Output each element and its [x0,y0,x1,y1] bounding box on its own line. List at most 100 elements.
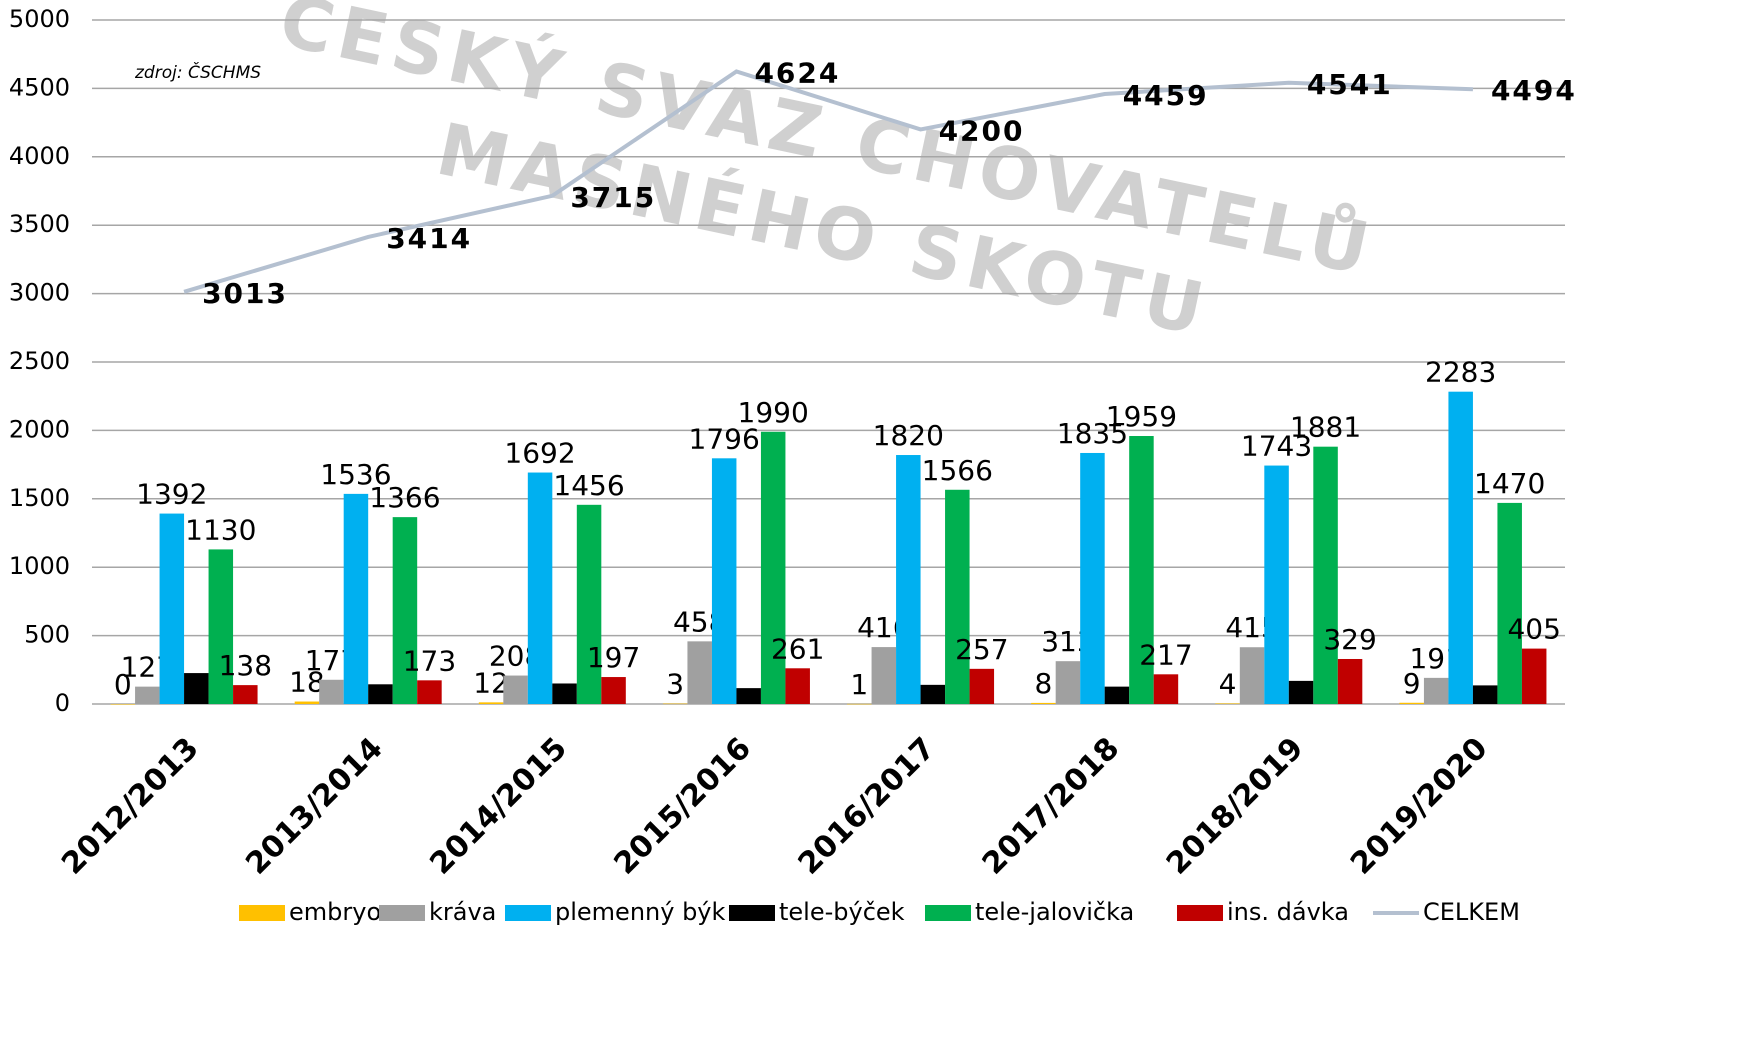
bar [920,684,946,704]
bar [969,668,995,704]
bar [1313,446,1338,704]
data-label: 257 [955,633,1008,666]
y-tick-label: 0 [55,689,70,717]
data-label: 1743 [1241,430,1312,463]
data-label: 1796 [689,422,760,455]
data-label: 1692 [504,437,575,470]
y-tick-label: 4500 [9,73,70,101]
bar [1472,685,1498,704]
y-tick-label: 5000 [9,5,70,33]
line-label: 3013 [202,277,288,310]
bar [1497,502,1522,704]
bar [1080,452,1105,704]
data-label: 4 [1219,667,1237,700]
line-label: 4541 [1307,68,1393,101]
bar [1337,658,1363,704]
legend-swatch [729,905,775,921]
data-label: 405 [1507,613,1560,646]
legend-swatch [505,905,551,921]
data-label: 173 [403,644,456,677]
bar [417,680,442,704]
data-label: 1959 [1106,400,1177,433]
data-label: 1130 [185,513,256,546]
data-label: 0 [114,668,132,701]
bar [1153,674,1179,704]
data-label: 3 [666,668,684,701]
bar [687,641,712,704]
y-tick-label: 500 [24,621,70,649]
data-label: 9 [1403,667,1421,700]
x-tick-label: 2016/2017 [792,731,943,882]
data-label: 1456 [553,469,624,502]
x-tick-label: 2014/2015 [423,731,574,882]
bar [1031,702,1056,704]
bar [847,703,872,705]
legend-label: embryo [289,898,381,926]
y-tick-label: 4000 [9,142,70,170]
y-tick-label: 1500 [9,484,70,512]
legend-swatch [239,905,285,921]
data-label: 1990 [738,396,809,429]
bar [343,493,369,704]
bar [662,703,688,705]
bar [478,702,504,704]
data-label: 1366 [369,481,440,514]
bar [871,647,897,704]
data-label: 1820 [873,419,944,452]
legend-label: CELKEM [1423,898,1520,926]
data-label: 1 [850,668,868,701]
bar [552,683,577,704]
x-tick-label: 2012/2013 [55,731,206,882]
data-label: 18 [289,666,325,699]
bar [601,677,626,704]
line [183,69,1474,294]
legend-label: tele-býček [779,898,905,926]
legend-swatch [925,905,971,921]
bar [1215,703,1240,704]
bar [896,455,921,704]
bar [576,504,602,704]
bar [1104,686,1130,704]
data-label: 1835 [1057,417,1128,450]
data-label: 2283 [1425,356,1496,389]
data-label: 217 [1139,638,1192,671]
y-tick-label: 2000 [9,415,70,443]
data-label: 197 [587,641,640,674]
bar [945,489,970,704]
line-label: 4624 [754,56,840,89]
bar [135,686,160,704]
data-label: 1881 [1290,411,1361,444]
bar [294,701,320,704]
data-label: 12 [473,666,509,699]
bar [785,668,810,704]
legend-label: plemenný býk [555,898,726,926]
bar [1129,436,1154,704]
data-label: 1536 [320,458,391,491]
y-tick-label: 1000 [9,552,70,580]
line-label: 3715 [570,181,656,214]
data-label: 1566 [922,454,993,487]
legend-label: tele-jalovička [975,898,1134,926]
bar [392,517,418,704]
line-label: 4494 [1491,74,1577,107]
data-label: 8 [1035,667,1053,700]
bar [1239,647,1265,704]
x-tick-label: 2015/2016 [608,731,759,882]
x-tick-label: 2018/2019 [1160,731,1311,882]
bar [368,684,393,704]
source-note: zdroj: ČSCHMS [134,61,261,83]
line-label: 4200 [939,114,1025,147]
y-tick-label: 3000 [9,279,70,307]
y-tick-label: 2500 [9,347,70,375]
bar [1448,391,1473,704]
bar [1055,661,1081,704]
bar [1399,702,1424,704]
bar [711,458,737,704]
legend-label: ins. dávka [1227,898,1349,926]
line-label: 3414 [386,222,472,255]
line-label: 4459 [1123,79,1209,112]
bar [736,688,761,704]
bar [1264,465,1289,704]
bar [527,472,553,704]
